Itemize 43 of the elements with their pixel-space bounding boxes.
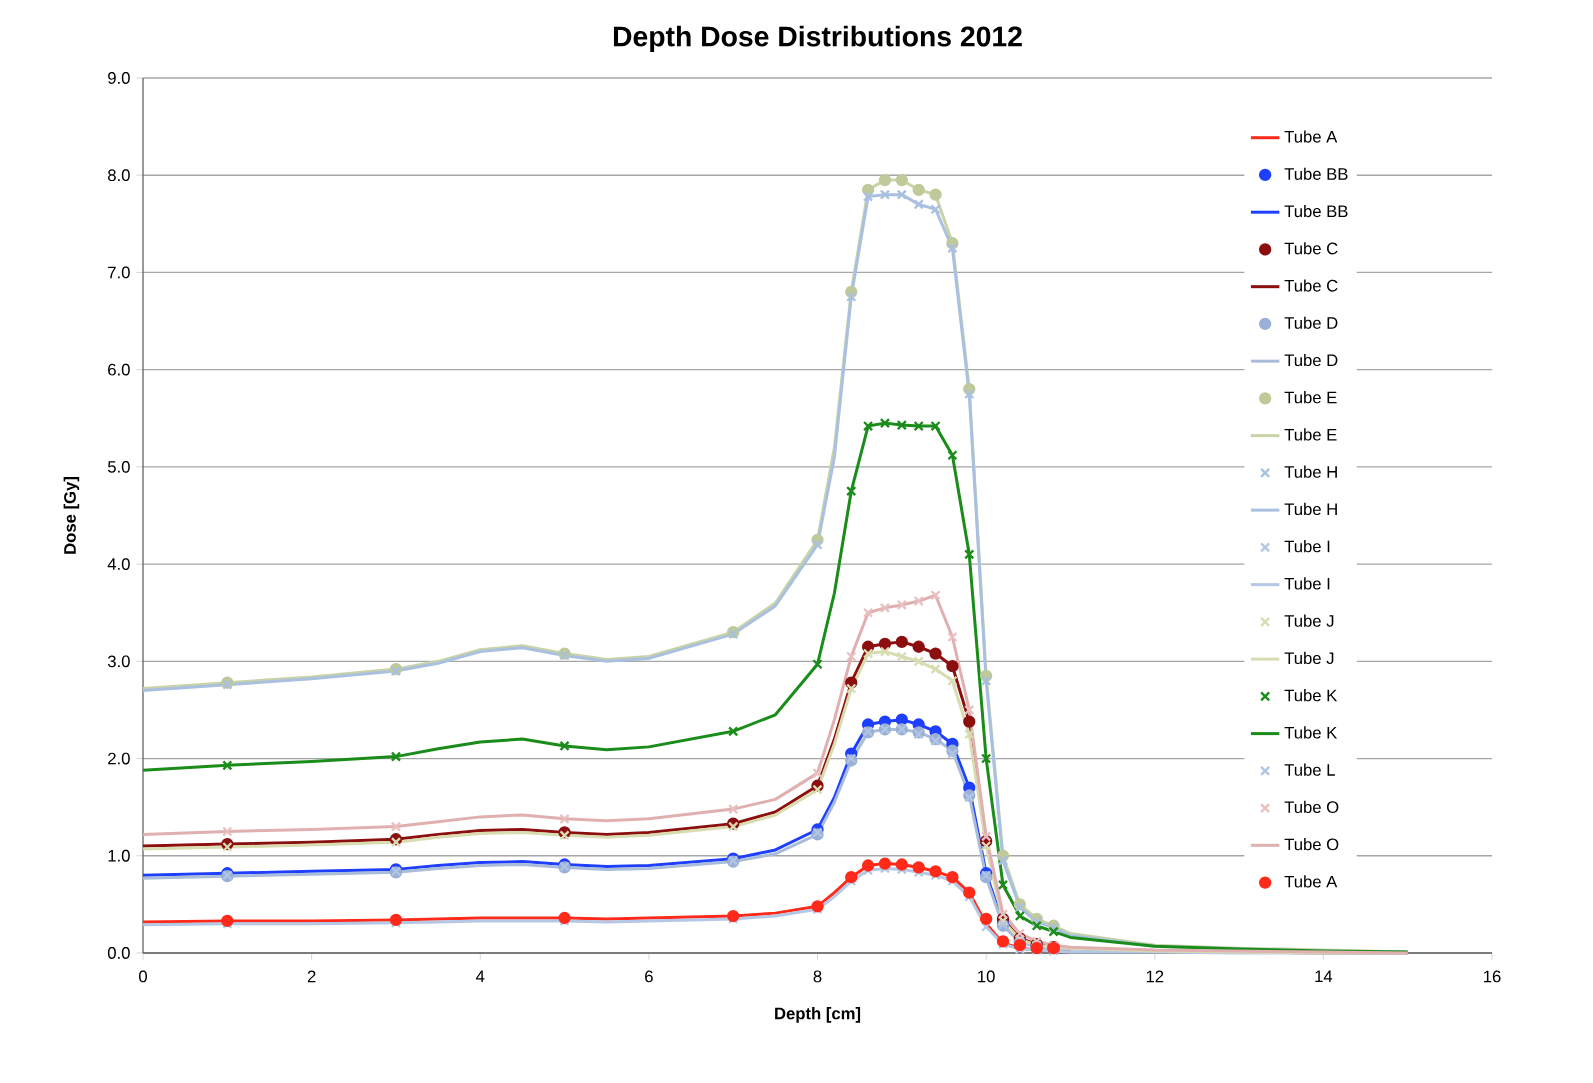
x-tick-label: 6	[645, 970, 653, 983]
x-tick-label: 8	[813, 970, 822, 983]
x-tick-label: 14	[1315, 970, 1333, 983]
y-tick-label: 6.0	[108, 363, 130, 376]
x-tick-label: 10	[978, 970, 995, 983]
y-tick-label: 3.0	[107, 655, 130, 668]
legend-label: Tube I	[1284, 540, 1330, 553]
legend-label: Tube I	[1284, 577, 1330, 590]
legend-label: Tube E	[1284, 391, 1337, 404]
legend-label: Tube H	[1284, 465, 1337, 478]
legend-label: Tube BB	[1284, 167, 1348, 180]
chart-title: Depth Dose Distributions 2012	[613, 25, 1022, 53]
y-tick-label: 8.0	[108, 169, 130, 182]
x-tick-label: 16	[1484, 970, 1501, 983]
legend-label: Tube A	[1284, 130, 1338, 143]
y-tick-label: 2.0	[108, 752, 130, 765]
legend-label: Tube L	[1284, 763, 1335, 776]
legend-label: Tube H	[1284, 502, 1337, 516]
y-tick-label: 5.0	[107, 460, 130, 473]
legend-label: Tube D	[1284, 353, 1338, 367]
legend-label: Tube E	[1284, 428, 1337, 441]
legend-label: Tube C	[1284, 242, 1338, 255]
legend-label: Tube K	[1284, 726, 1338, 739]
legend-label: Tube D	[1284, 316, 1338, 329]
x-tick-label: 0	[139, 970, 147, 983]
y-tick-label: 9.0	[108, 72, 130, 84]
legend-label: Tube O	[1284, 838, 1339, 851]
x-axis-title: Depth [cm]	[775, 1007, 861, 1023]
x-tick-label: 12	[1146, 970, 1164, 983]
x-tick-label: 4	[476, 970, 485, 983]
legend-label: Tube C	[1284, 279, 1338, 292]
legend-label: Tube O	[1284, 800, 1339, 814]
legend-label: Tube K	[1284, 689, 1338, 702]
y-tick-label: 0.0	[107, 947, 130, 959]
legend-label: Tube A	[1284, 875, 1338, 888]
legend-label: Tube J	[1284, 614, 1334, 627]
x-tick-label: 2	[307, 970, 316, 983]
y-axis-title: Dose [Gy]	[63, 477, 80, 554]
y-tick-label: 1.0	[108, 849, 130, 862]
y-tick-label: 7.0	[108, 266, 130, 279]
legend-label: Tube J	[1284, 651, 1334, 665]
y-tick-label: 4.0	[107, 558, 130, 570]
legend-label: Tube BB	[1284, 204, 1348, 218]
